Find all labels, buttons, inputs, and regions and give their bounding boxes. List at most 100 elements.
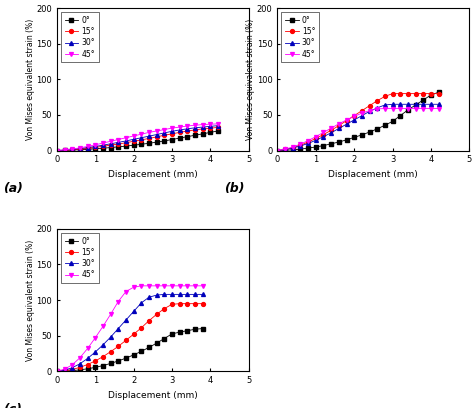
30°	[92, 144, 98, 149]
Y-axis label: Von Mises equivalent strain (%): Von Mises equivalent strain (%)	[246, 19, 255, 140]
0°	[192, 327, 198, 332]
15°	[62, 368, 67, 373]
0°	[85, 147, 91, 152]
45°	[115, 137, 121, 142]
15°	[154, 312, 159, 317]
15°	[208, 126, 213, 131]
15°	[305, 140, 311, 144]
45°	[413, 106, 419, 111]
30°	[138, 300, 144, 305]
15°	[162, 133, 167, 138]
30°	[359, 113, 365, 118]
45°	[123, 135, 129, 140]
45°	[436, 106, 441, 111]
30°	[138, 135, 144, 140]
15°	[298, 143, 303, 148]
15°	[351, 113, 357, 118]
15°	[420, 91, 426, 96]
0°	[115, 359, 121, 364]
0°	[123, 356, 129, 361]
30°	[123, 138, 129, 143]
30°	[298, 144, 303, 149]
0°	[420, 98, 426, 102]
0°	[428, 93, 434, 98]
15°	[85, 362, 91, 367]
0°	[298, 147, 303, 152]
15°	[290, 145, 296, 150]
15°	[200, 126, 206, 131]
45°	[374, 106, 380, 111]
0°	[131, 353, 137, 357]
30°	[115, 140, 121, 145]
30°	[328, 130, 334, 135]
15°	[405, 91, 411, 96]
15°	[54, 148, 60, 153]
45°	[123, 289, 129, 294]
45°	[305, 138, 311, 143]
0°	[336, 140, 342, 144]
15°	[146, 136, 152, 141]
45°	[92, 335, 98, 340]
45°	[108, 312, 113, 317]
0°	[200, 326, 206, 331]
0°	[177, 330, 182, 335]
15°	[138, 326, 144, 330]
0°	[146, 345, 152, 350]
15°	[100, 144, 106, 149]
45°	[54, 148, 60, 153]
0°	[274, 148, 280, 153]
Line: 45°: 45°	[275, 106, 440, 153]
45°	[367, 108, 373, 113]
45°	[85, 346, 91, 351]
0°	[192, 133, 198, 138]
45°	[177, 284, 182, 288]
30°	[405, 102, 411, 107]
45°	[200, 122, 206, 127]
15°	[200, 301, 206, 306]
45°	[283, 147, 288, 152]
30°	[177, 292, 182, 297]
45°	[62, 367, 67, 372]
Line: 15°: 15°	[55, 126, 220, 153]
45°	[397, 106, 403, 111]
15°	[184, 129, 190, 133]
45°	[100, 324, 106, 329]
Legend: 0°, 15°, 30°, 45°: 0°, 15°, 30°, 45°	[61, 12, 99, 62]
15°	[177, 301, 182, 306]
Text: (a): (a)	[3, 182, 23, 195]
0°	[290, 147, 296, 152]
30°	[290, 146, 296, 151]
15°	[215, 125, 221, 130]
0°	[54, 369, 60, 374]
30°	[344, 122, 349, 126]
15°	[413, 91, 419, 96]
30°	[100, 143, 106, 148]
15°	[115, 142, 121, 146]
30°	[146, 134, 152, 139]
30°	[283, 147, 288, 152]
30°	[77, 361, 83, 366]
15°	[382, 94, 388, 99]
30°	[123, 317, 129, 322]
Line: 30°: 30°	[275, 102, 440, 153]
15°	[169, 302, 175, 307]
45°	[138, 132, 144, 137]
15°	[77, 147, 83, 152]
0°	[92, 365, 98, 370]
45°	[405, 106, 411, 111]
30°	[54, 369, 60, 374]
45°	[169, 284, 175, 288]
15°	[123, 338, 129, 343]
15°	[192, 301, 198, 306]
0°	[405, 108, 411, 113]
Legend: 0°, 15°, 30°, 45°: 0°, 15°, 30°, 45°	[281, 12, 319, 62]
30°	[313, 138, 319, 143]
45°	[115, 299, 121, 304]
15°	[374, 98, 380, 103]
30°	[192, 125, 198, 130]
0°	[200, 131, 206, 136]
45°	[208, 122, 213, 126]
0°	[100, 146, 106, 151]
45°	[154, 129, 159, 133]
0°	[169, 331, 175, 336]
